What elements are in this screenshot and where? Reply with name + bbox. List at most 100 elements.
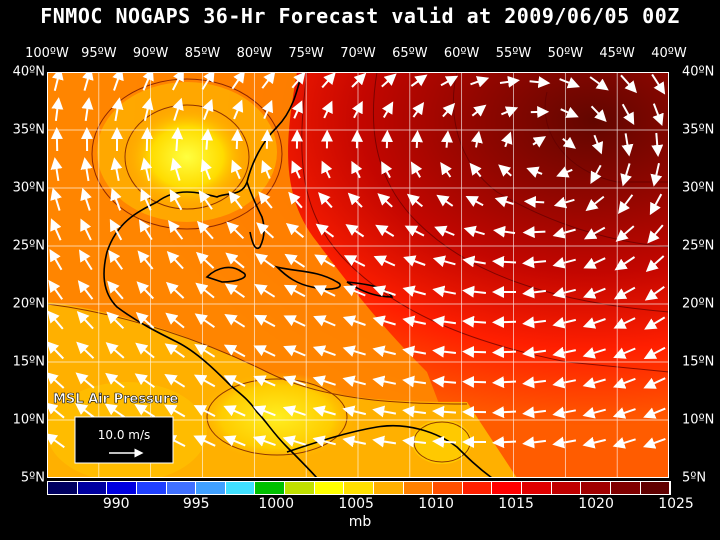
lon-label: 55ºW [495, 46, 532, 61]
wind-arrow [230, 159, 243, 180]
wind-arrow [283, 315, 306, 327]
wind-arrow [493, 225, 516, 238]
wind-arrow [582, 406, 606, 419]
wind-arrow [612, 407, 636, 419]
wind-arrow [312, 435, 336, 448]
wind-arrow [225, 252, 245, 269]
wind-arrow [645, 255, 665, 273]
wind-arrow [136, 281, 155, 300]
wind-arrow [559, 77, 580, 89]
lat-label: 35ºN [682, 122, 715, 138]
wind-arrow [644, 316, 666, 330]
wind-arrow [462, 285, 487, 298]
wind-arrow [522, 346, 547, 359]
wind-arrow [583, 287, 606, 299]
wind-arrow [164, 373, 186, 388]
wind-arrow [652, 103, 664, 127]
wind-arrow [253, 375, 276, 387]
lon-label: 60ºW [443, 46, 480, 61]
wind-arrow [351, 72, 367, 88]
wind-arrow [77, 280, 94, 300]
wind-arrow [402, 375, 427, 388]
wind-arrow [200, 158, 212, 180]
wind-arrow [615, 225, 635, 242]
wind-arrow [372, 285, 396, 297]
wind-arrow [492, 406, 517, 419]
wind-arrow [552, 406, 576, 419]
longitude-labels: 100ºW 95ºW 90ºW 85ºW 80ºW 75ºW 70ºW 65ºW 60ºW 55º… [0, 46, 720, 62]
wind-arrow [195, 282, 215, 299]
wind-arrow [282, 435, 306, 447]
vector-legend: 10.0 m/s [74, 416, 174, 464]
wind-arrow [312, 405, 336, 417]
wind-arrow [590, 164, 602, 184]
lon-label: 85ºW [184, 46, 221, 61]
wind-arrow [499, 75, 520, 88]
wind-arrow [75, 372, 95, 389]
wind-arrow [110, 157, 123, 181]
wind-arrow [402, 285, 426, 297]
wind-arrow [291, 100, 303, 119]
wind-arrow [140, 188, 152, 211]
colorbar-swatch [314, 482, 345, 494]
lat-label: 25ºN [12, 238, 45, 254]
wind-arrow [134, 403, 156, 418]
lat-label: 25ºN [682, 238, 715, 254]
wind-arrow [342, 345, 366, 357]
wind-arrow [552, 436, 577, 449]
wind-arrow [471, 104, 487, 117]
wind-arrow [589, 76, 609, 91]
wind-arrow [432, 405, 457, 418]
wind-arrow [169, 188, 183, 211]
wind-arrow [583, 257, 606, 269]
wind-arrow [492, 436, 517, 449]
wind-arrow [283, 284, 306, 298]
wind-arrow [463, 225, 485, 238]
wind-arrow [135, 342, 155, 359]
lon-label: 70ºW [340, 46, 376, 61]
wind-arrow [432, 345, 457, 358]
wind-arrow [196, 220, 214, 240]
wind-arrow [410, 74, 428, 87]
wind-arrow [164, 343, 185, 359]
wind-arrow [532, 136, 547, 148]
lat-label: 10ºN [12, 412, 45, 428]
wind-arrow [105, 372, 125, 389]
wind-arrow [583, 226, 606, 240]
wind-arrow [591, 134, 604, 155]
colorbar-swatch [640, 482, 671, 494]
wind-arrow [253, 314, 276, 328]
wind-arrow [343, 285, 366, 297]
wind-arrow [402, 315, 427, 328]
wind-arrow [620, 163, 632, 187]
wind-arrow [50, 218, 62, 241]
wind-arrow [351, 100, 363, 119]
wind-arrow [523, 195, 545, 208]
wind-arrow [462, 315, 487, 328]
wind-arrow [375, 224, 395, 237]
wind-arrow [402, 435, 427, 448]
wind-arrow [643, 346, 666, 359]
wind-arrow [166, 250, 184, 270]
wind-arrow [47, 341, 65, 360]
wind-arrow [522, 376, 547, 389]
lat-label: 15ºN [12, 354, 45, 370]
wind-arrow [231, 72, 245, 90]
lat-label: 5ºN [20, 470, 45, 486]
wind-arrow [372, 435, 397, 448]
colorbar-swatch [285, 482, 315, 494]
wind-arrow [522, 256, 547, 269]
lat-label: 10ºN [682, 412, 715, 428]
gulf-high-center [127, 107, 247, 207]
wind-arrow [313, 315, 336, 327]
wind-arrow [193, 435, 216, 447]
wind-arrow [529, 76, 551, 89]
wind-arrow [193, 374, 216, 388]
wind-arrow [440, 162, 452, 178]
wind-arrow [81, 97, 94, 122]
wind-arrow [647, 224, 664, 244]
wind-arrow [49, 249, 63, 271]
wind-arrow [522, 226, 546, 239]
wind-arrow [651, 132, 664, 157]
wind-arrow [501, 106, 519, 118]
